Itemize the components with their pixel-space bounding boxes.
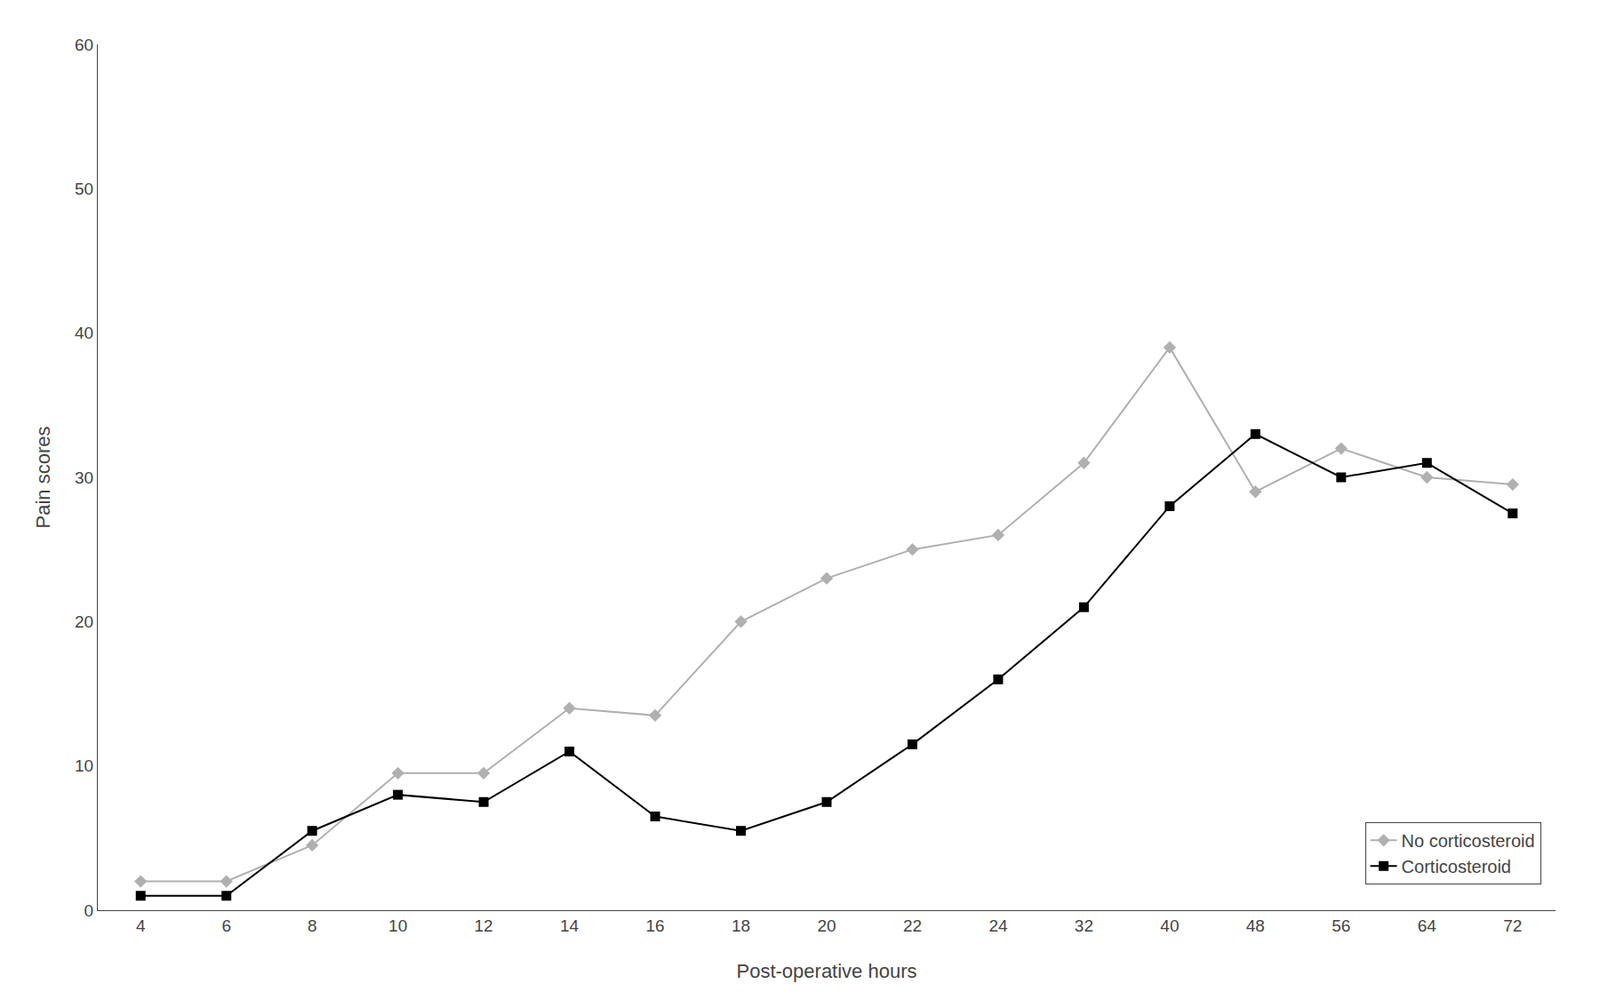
svg-text:8: 8	[307, 916, 318, 936]
svg-text:20: 20	[74, 612, 94, 632]
svg-text:18: 18	[731, 916, 751, 936]
svg-text:Post-operative hours: Post-operative hours	[736, 960, 918, 983]
svg-text:24: 24	[988, 916, 1008, 936]
svg-text:20: 20	[816, 916, 836, 936]
svg-text:10: 10	[74, 756, 94, 776]
svg-text:4: 4	[136, 916, 146, 936]
svg-text:30: 30	[74, 468, 94, 488]
svg-text:72: 72	[1503, 916, 1522, 936]
svg-text:0: 0	[84, 901, 95, 920]
svg-text:Corticosteroid: Corticosteroid	[1401, 856, 1512, 877]
svg-text:6: 6	[221, 916, 232, 936]
svg-text:48: 48	[1246, 916, 1265, 936]
svg-text:64: 64	[1417, 916, 1438, 936]
svg-text:40: 40	[74, 323, 94, 343]
svg-text:60: 60	[74, 35, 94, 55]
svg-text:40: 40	[1160, 916, 1179, 936]
svg-text:Pain scores: Pain scores	[32, 426, 55, 529]
svg-text:12: 12	[474, 916, 494, 936]
svg-text:14: 14	[560, 916, 580, 936]
svg-text:10: 10	[388, 916, 408, 936]
svg-text:22: 22	[903, 916, 922, 936]
svg-text:No corticosteroid: No corticosteroid	[1401, 831, 1536, 851]
svg-text:16: 16	[645, 916, 664, 936]
svg-text:50: 50	[74, 179, 94, 199]
svg-text:32: 32	[1074, 916, 1094, 936]
svg-text:56: 56	[1331, 916, 1351, 936]
